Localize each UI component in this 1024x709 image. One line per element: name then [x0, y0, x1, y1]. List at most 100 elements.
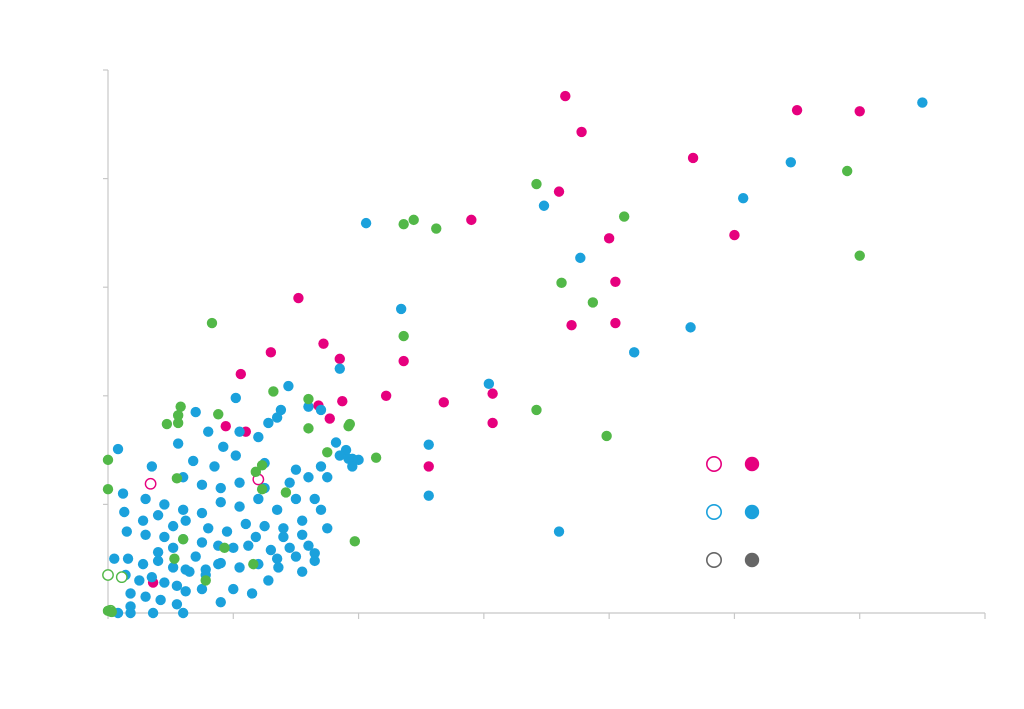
data-point [395, 303, 407, 315]
data-point [172, 410, 184, 421]
legend-marker [744, 552, 760, 568]
data-point [248, 558, 259, 570]
data-point [177, 504, 189, 516]
data-point [531, 178, 542, 190]
data-point [228, 542, 239, 554]
data-point [618, 211, 630, 222]
data-point [290, 493, 302, 505]
data-point [487, 417, 498, 429]
data-point [140, 493, 151, 505]
data-point [360, 217, 372, 229]
data-point [370, 452, 382, 463]
data-point [172, 417, 184, 429]
data-point [203, 426, 214, 437]
legend-marker [705, 455, 722, 472]
data-point [587, 297, 599, 308]
data-point [243, 540, 254, 551]
data-point [334, 450, 345, 461]
data-point [315, 461, 327, 472]
data-point [137, 558, 149, 570]
data-point [603, 233, 615, 244]
data-point [423, 461, 434, 472]
data-point [240, 518, 252, 530]
data-point [438, 397, 449, 408]
data-point [629, 347, 640, 358]
data-point [296, 566, 308, 577]
data-point [152, 555, 164, 567]
data-points [102, 90, 928, 619]
data-point [134, 575, 145, 586]
data-point [167, 542, 179, 554]
data-point [303, 472, 314, 483]
data-point [119, 506, 130, 518]
data-point [398, 330, 409, 342]
data-point [206, 317, 218, 329]
data-point [221, 526, 233, 537]
data-point [213, 409, 224, 420]
data-point [147, 607, 159, 619]
data-point [483, 378, 495, 390]
data-point [155, 594, 166, 606]
data-point [112, 443, 124, 455]
data-point [566, 320, 577, 331]
data-point [854, 106, 865, 117]
data-point [553, 526, 565, 537]
data-point [246, 588, 258, 599]
data-point [268, 386, 279, 397]
data-point [284, 542, 295, 554]
data-point [125, 607, 136, 619]
data-point [303, 423, 314, 434]
data-point [334, 363, 345, 374]
data-point [180, 586, 191, 597]
data-point [290, 551, 302, 562]
legend [705, 455, 760, 568]
data-point [531, 404, 542, 416]
data-point [117, 488, 129, 499]
data-point [169, 553, 180, 564]
data-point [309, 493, 320, 505]
data-point [423, 490, 434, 501]
data-point [296, 529, 308, 541]
data-point [196, 507, 208, 519]
data-point [398, 355, 409, 367]
data-point [167, 562, 179, 573]
data-point [610, 317, 621, 329]
data-point [146, 461, 158, 472]
data-point [102, 483, 114, 495]
data-point [685, 322, 696, 333]
data-point [729, 229, 740, 241]
data-point [315, 404, 327, 416]
data-point [259, 520, 270, 532]
data-point [556, 277, 567, 289]
data-point [273, 562, 284, 573]
data-point [309, 548, 320, 559]
axes [103, 69, 986, 619]
data-point [854, 250, 865, 261]
data-point [408, 214, 419, 226]
data-point [256, 483, 268, 495]
data-point [234, 477, 245, 488]
data-point [218, 441, 229, 453]
data-point [144, 477, 157, 490]
data-point [230, 392, 241, 404]
data-point [322, 472, 333, 483]
data-point [278, 531, 289, 543]
data-point [184, 566, 195, 577]
data-point [271, 504, 283, 516]
data-point [159, 531, 170, 543]
data-point [553, 186, 565, 197]
data-point [431, 223, 442, 234]
data-point [171, 580, 183, 592]
data-point [230, 450, 241, 461]
data-point [293, 292, 304, 304]
legend-marker [744, 456, 760, 472]
data-point [785, 157, 797, 168]
data-point [220, 421, 231, 432]
data-point [303, 401, 314, 412]
data-point [278, 523, 289, 534]
data-point [234, 426, 245, 437]
data-point [215, 596, 226, 608]
data-point [324, 413, 335, 424]
data-point [159, 577, 170, 588]
